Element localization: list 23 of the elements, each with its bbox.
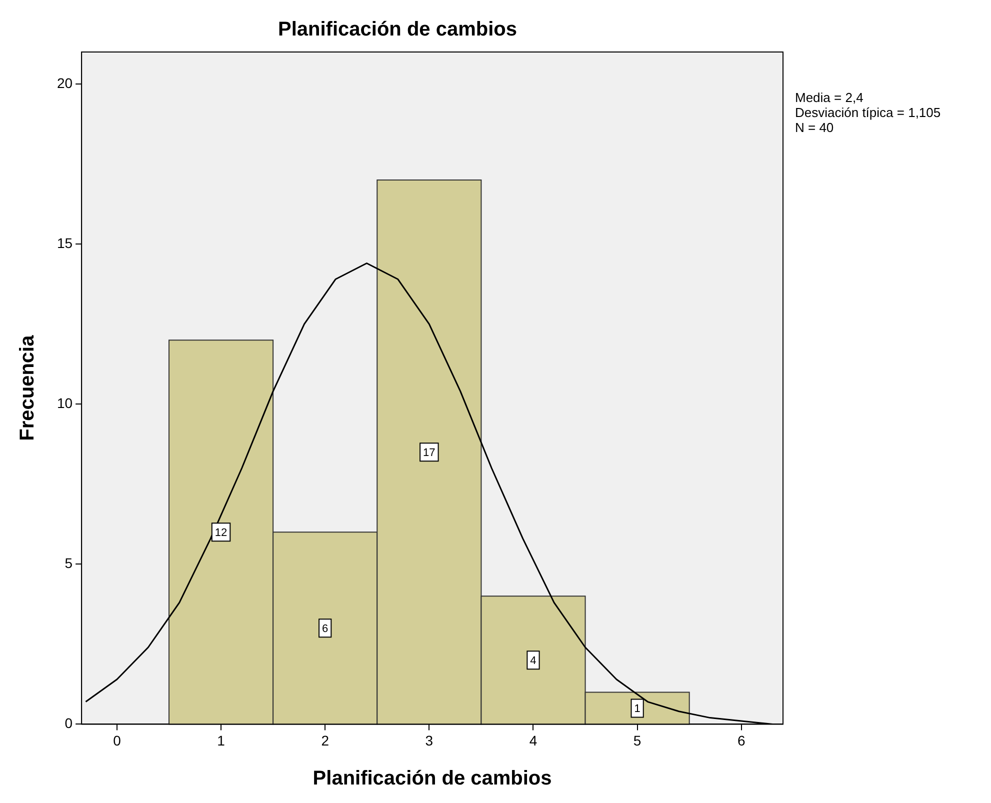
y-axis-title: Frecuencia <box>16 334 39 441</box>
x-tick-label: 0 <box>113 732 122 748</box>
data-label: 6 <box>322 623 328 636</box>
text: Media = 2,4 <box>795 90 864 106</box>
text: Desviación típica = 1,105 <box>795 105 941 120</box>
text: N = 40 <box>795 120 834 136</box>
x-tick-label: 2 <box>321 732 330 748</box>
x-tick-label: 4 <box>529 732 538 748</box>
x-tick-label: 1 <box>217 732 226 748</box>
x-tick-label: 6 <box>737 732 746 748</box>
y-tick-label: 10 <box>56 394 73 411</box>
y-tick-label: 0 <box>64 715 73 732</box>
x-tick-label: 3 <box>425 732 434 748</box>
y-tick-label: 5 <box>64 555 73 572</box>
x-axis-title: Planificación de cambios <box>312 768 552 790</box>
x-tick-label: 5 <box>633 732 642 748</box>
data-label: 17 <box>423 447 436 460</box>
data-label: 1 <box>634 703 640 716</box>
y-tick-label: 15 <box>56 234 73 251</box>
chart-title: Planificación de cambios <box>278 18 517 41</box>
y-tick-label: 20 <box>56 74 73 91</box>
data-label: 4 <box>530 655 536 668</box>
data-label: 12 <box>214 527 228 540</box>
